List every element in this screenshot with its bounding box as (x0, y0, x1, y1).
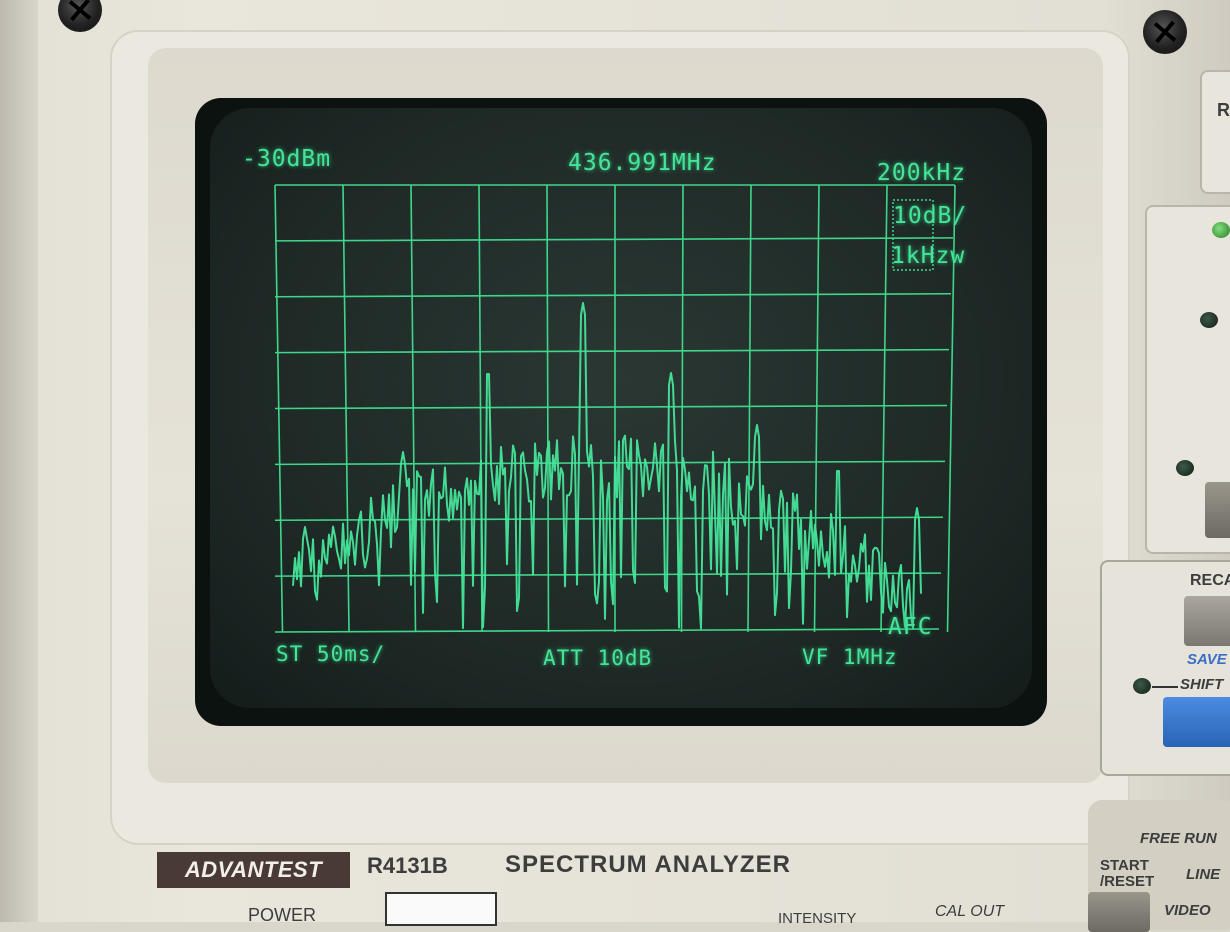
brand-logo: ADVANTEST (157, 852, 350, 888)
grid-line-vertical (946, 184, 956, 633)
device-type: SPECTRUM ANALYZER (505, 851, 791, 878)
cal-out-label: CAL OUT (935, 903, 1005, 920)
intensity-label: INTENSITY (778, 910, 857, 927)
grid-line-vertical (546, 184, 550, 633)
control-panel-section (1200, 70, 1230, 194)
grid-line-horizontal (274, 628, 940, 633)
recall-label: RECA (1190, 572, 1230, 589)
afc-indicator: AFC (888, 614, 933, 640)
start-reset-label: START /RESET (1100, 857, 1155, 890)
shift-led (1133, 678, 1151, 694)
grid-line-horizontal (274, 292, 952, 298)
graticule (274, 184, 956, 633)
recall-button[interactable] (1184, 596, 1230, 646)
grid-line-horizontal (274, 348, 950, 354)
free-run-label: FREE RUN (1140, 830, 1217, 847)
span: 200kHz (877, 160, 967, 186)
scale: 10dB/ (893, 203, 968, 229)
line-label: LINE (1186, 866, 1221, 883)
led-indicator (1200, 312, 1218, 328)
grid-line-vertical (880, 184, 888, 633)
control-panel-section (1145, 205, 1230, 554)
grid-line-vertical (680, 184, 684, 633)
grid-line-horizontal (274, 460, 946, 466)
spectrum-trace (292, 302, 922, 630)
start-reset-button[interactable] (1088, 892, 1150, 932)
grid-line-horizontal (274, 404, 948, 410)
panel-button[interactable] (1205, 482, 1230, 538)
attenuation: ATT 10dB (543, 646, 653, 670)
resolution-bandwidth: 1kHzw (891, 243, 966, 269)
reference-level: -30dBm (242, 146, 332, 172)
grid-line-vertical (813, 184, 820, 633)
screw-icon (1143, 10, 1187, 54)
chassis-side (0, 0, 38, 922)
video-label: VIDEO (1164, 902, 1211, 919)
power-label: POWER (248, 905, 317, 925)
led-indicator (1212, 222, 1230, 238)
shift-label: SHIFT (1180, 676, 1224, 693)
shift-button[interactable] (1163, 697, 1230, 747)
sweep-time: ST 50ms/ (276, 642, 386, 666)
led-indicator (1176, 460, 1194, 476)
led-connector (1152, 686, 1178, 688)
grid-line-vertical (747, 184, 752, 633)
top-right-label: R (1217, 100, 1230, 120)
save-label: SAVE (1187, 651, 1227, 668)
grid-line-horizontal (274, 237, 954, 242)
center-frequency: 436.991MHz (568, 150, 717, 176)
sticker (385, 892, 497, 926)
model-number: R4131B (367, 853, 448, 878)
video-filter: VF 1MHz (802, 645, 898, 669)
label-box (892, 199, 934, 271)
